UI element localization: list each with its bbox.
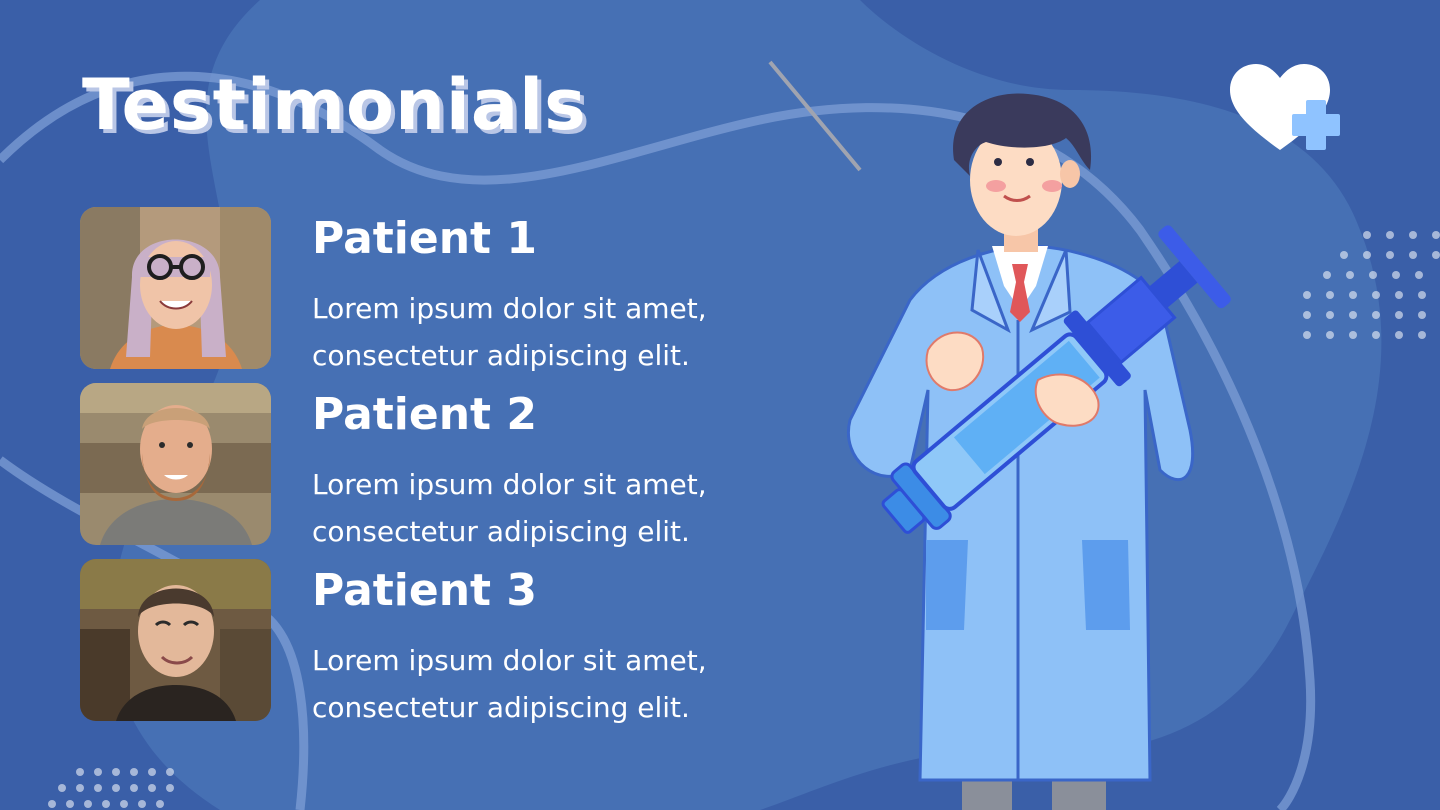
doctor-head [970,124,1062,236]
patient-photo [80,207,271,369]
testimonial-card: Patient 1 Lorem ipsum dolor sit amet, co… [80,207,840,372]
patient-testimonial-text: Lorem ipsum dolor sit amet, consectetur … [312,292,707,372]
dot-pattern-right [1303,231,1440,339]
testimonial-card: Patient 3 Lorem ipsum dolor sit amet, co… [80,559,840,724]
patient-testimonial-text: Lorem ipsum dolor sit amet, consectetur … [312,644,707,724]
patient-photo [80,383,271,545]
patient-photo [80,559,271,721]
doctor-illustration [768,60,1231,810]
heart-plus-icon [1230,64,1340,150]
doctor-tie [1010,264,1030,322]
patient-photo-image [80,383,271,545]
dot-pattern-bottom-left [48,768,174,808]
syringe-needle [768,60,862,172]
doctor-hand [925,331,985,392]
background-curve [0,71,1316,810]
coat-lapel [970,249,1011,334]
coat-lapel [1029,249,1072,334]
coat-pocket [926,540,968,630]
syringe [881,225,1231,534]
page-title: Testimonials [82,64,587,146]
doctor-hair [953,93,1092,176]
patient-photo-image [80,207,271,369]
patient-name: Patient 3 [312,565,538,616]
coat-pocket [1082,540,1130,630]
patient-testimonial-text: Lorem ipsum dolor sit amet, consectetur … [312,468,707,548]
testimonial-card: Patient 2 Lorem ipsum dolor sit amet, co… [80,383,840,548]
doctor-leg [1052,778,1106,810]
patient-name: Patient 1 [312,213,538,264]
patient-photo-image [80,559,271,721]
doctor-hand [1034,373,1100,427]
patient-name: Patient 2 [312,389,538,440]
doctor-leg [962,778,1012,810]
